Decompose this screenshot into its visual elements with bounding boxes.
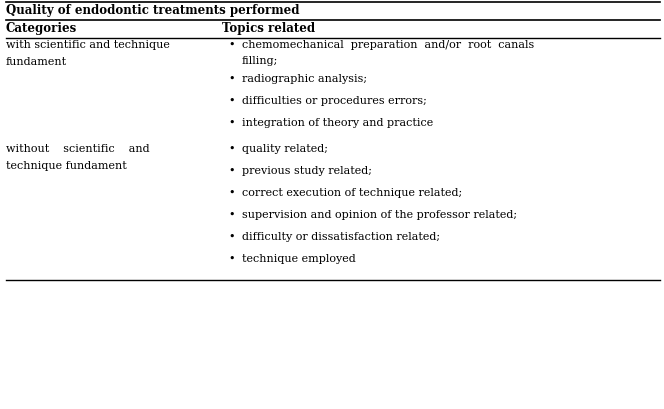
Text: •: •: [228, 118, 234, 128]
Text: filling;: filling;: [242, 56, 278, 66]
Text: •: •: [228, 232, 234, 242]
Text: •: •: [228, 210, 234, 220]
Text: supervision and opinion of the professor related;: supervision and opinion of the professor…: [242, 210, 517, 220]
Text: Categories: Categories: [6, 22, 77, 35]
Text: with scientific and technique: with scientific and technique: [6, 40, 170, 50]
Text: chemomechanical  preparation  and/or  root  canals: chemomechanical preparation and/or root …: [242, 40, 535, 50]
Text: •: •: [228, 144, 234, 154]
Text: technique employed: technique employed: [242, 254, 356, 264]
Text: •: •: [228, 74, 234, 84]
Text: •: •: [228, 166, 234, 176]
Text: technique fundament: technique fundament: [6, 161, 127, 171]
Text: •: •: [228, 96, 234, 106]
Text: •: •: [228, 40, 234, 50]
Text: quality related;: quality related;: [242, 144, 328, 154]
Text: correct execution of technique related;: correct execution of technique related;: [242, 188, 462, 198]
Text: difficulty or dissatisfaction related;: difficulty or dissatisfaction related;: [242, 232, 440, 242]
Text: radiographic analysis;: radiographic analysis;: [242, 74, 367, 84]
Text: Quality of endodontic treatments performed: Quality of endodontic treatments perform…: [6, 4, 299, 17]
Text: fundament: fundament: [6, 57, 67, 67]
Text: integration of theory and practice: integration of theory and practice: [242, 118, 433, 128]
Text: without    scientific    and: without scientific and: [6, 144, 149, 154]
Text: •: •: [228, 254, 234, 264]
Text: •: •: [228, 188, 234, 198]
Text: previous study related;: previous study related;: [242, 166, 372, 176]
Text: Topics related: Topics related: [222, 22, 315, 35]
Text: difficulties or procedures errors;: difficulties or procedures errors;: [242, 96, 427, 106]
